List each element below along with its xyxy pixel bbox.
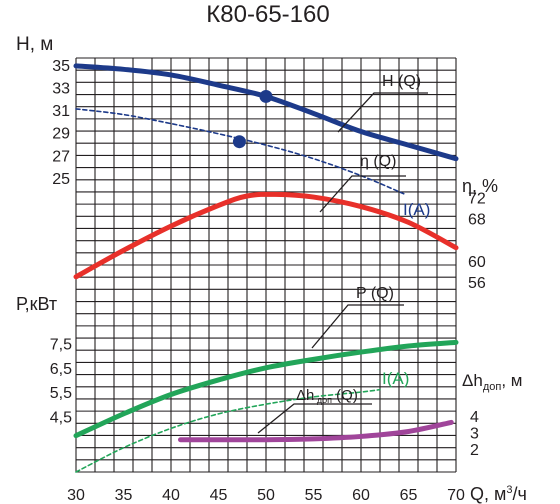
head-axis-label: Н, м [16, 34, 53, 55]
x-tick-label: 40 [162, 487, 180, 504]
label-a-power: I(A) [382, 369, 409, 388]
npsh-axis-label: Δhдоп, м [462, 371, 522, 393]
head-tick-label: 35 [52, 58, 70, 75]
series-line-3 [73, 339, 459, 439]
efficiency-tick-label: 72 [468, 191, 486, 208]
series-line-1 [75, 108, 405, 195]
x-tick-label: 70 [447, 487, 465, 504]
x-tick-label: 50 [257, 487, 275, 504]
curves [73, 63, 459, 473]
power-tick-label: 6,5 [50, 361, 72, 378]
efficiency-tick-label: 60 [468, 254, 486, 271]
marker-point-0 [259, 89, 273, 103]
series-line-2 [73, 191, 459, 280]
power-axis-label: Р,кВт [16, 294, 57, 314]
head-tick-label: 25 [52, 171, 70, 188]
head-tick-label: 31 [52, 103, 70, 120]
curve-labels: H (Q) η (Q) I(A) P (Q) I(A) Δh доп (Q) [257, 73, 430, 434]
series-line-4 [75, 388, 381, 473]
chart-title: К80-65-160 [206, 1, 329, 28]
x-tick-label: 55 [305, 487, 323, 504]
head-tick-label: 33 [52, 80, 70, 97]
x-tick-label: 30 [67, 487, 85, 504]
x-tick-label: 45 [210, 487, 228, 504]
leader-h [337, 92, 428, 133]
leader-p [311, 304, 404, 349]
efficiency-axis-label: η, % [462, 176, 498, 196]
npsh-tick-label: 3 [470, 425, 479, 442]
series-line-5 [178, 419, 454, 443]
leader-npsh [257, 403, 372, 434]
x-axis-label: Q, м3/ч [470, 484, 527, 504]
tick-labels: 30 35 40 45 50 55 60 65 70 35 33 31 29 27 25 7,5 6,5 5,5 4… [50, 58, 486, 504]
npsh-tick-label: 4 [470, 409, 479, 426]
label-p: P (Q) [356, 285, 394, 302]
efficiency-tick-label: 56 [468, 275, 486, 292]
x-tick-label: 35 [115, 487, 133, 504]
x-tick-label: 60 [352, 487, 370, 504]
x-tick-label: 65 [400, 487, 418, 504]
power-tick-label: 5,5 [50, 385, 72, 402]
label-npsh: Δh доп (Q) [296, 387, 358, 405]
efficiency-tick-label: 68 [468, 212, 486, 229]
power-tick-label: 7,5 [50, 337, 72, 354]
power-tick-label: 4,5 [50, 409, 72, 426]
head-tick-label: 27 [52, 148, 70, 165]
label-eta: η (Q) [360, 153, 396, 170]
label-h: H (Q) [382, 73, 421, 90]
npsh-tick-label: 2 [470, 442, 479, 459]
label-a-head: I(A) [403, 200, 430, 219]
marker-point-1 [232, 135, 246, 149]
leader-eta [319, 175, 406, 213]
head-tick-label: 29 [52, 126, 70, 143]
